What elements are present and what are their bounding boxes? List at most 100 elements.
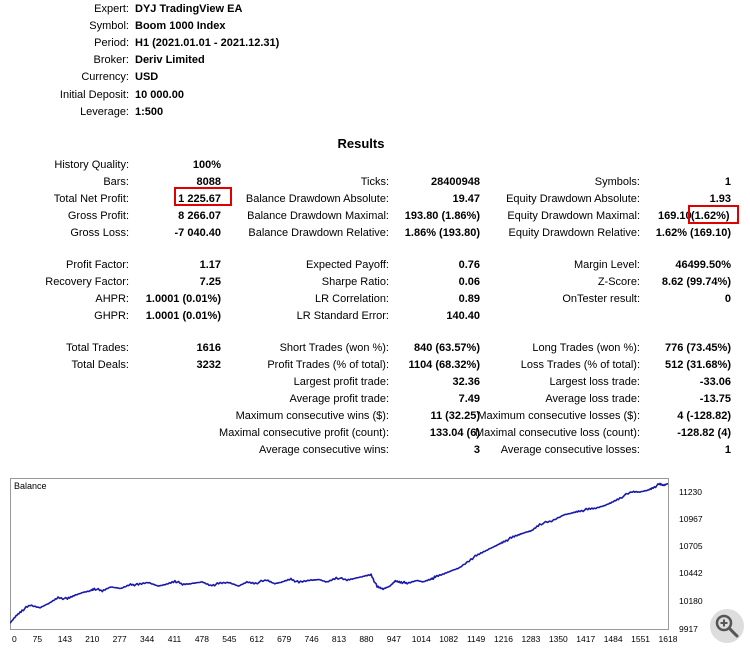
result-label: Profit Factor: <box>66 259 129 271</box>
balance-series-line <box>10 482 669 624</box>
x-tick-label: 1484 <box>604 634 623 644</box>
result-label: Loss Trades (% of total): <box>520 359 640 371</box>
settings-value: USD <box>135 71 159 83</box>
result-label: AHPR: <box>95 293 129 305</box>
result-label: Profit Trades (% of total): <box>267 359 389 371</box>
result-label: Average consecutive wins: <box>258 444 389 456</box>
zoom-in-icon[interactable] <box>710 609 744 643</box>
result-label: Average consecutive losses: <box>500 444 640 456</box>
result-value-percent: (1.62%) <box>691 210 730 222</box>
result-label: Average loss trade: <box>545 393 640 405</box>
settings-label: Leverage: <box>80 106 129 118</box>
result-label: Maximal consecutive loss (count): <box>474 427 640 439</box>
result-value: 8 266.07 <box>178 210 221 222</box>
result-value: 46499.50% <box>675 259 731 271</box>
result-value: 100% <box>192 159 221 171</box>
result-value: 133.04 (6) <box>429 427 480 439</box>
settings-value: DYJ TradingView EA <box>135 3 243 15</box>
result-label: Bars: <box>103 176 129 188</box>
result-value: 0.06 <box>458 276 480 288</box>
result-label: OnTester result: <box>562 293 640 305</box>
result-value: 0 <box>724 293 731 305</box>
result-value: 7.49 <box>458 393 480 405</box>
result-value: 1.17 <box>199 259 221 271</box>
result-value: 1.62% (169.10) <box>655 227 731 239</box>
result-label: Largest loss trade: <box>549 376 641 388</box>
result-value: 3 <box>473 444 480 456</box>
x-tick-label: 1082 <box>439 634 458 644</box>
result-label: Maximal consecutive profit (count): <box>219 427 389 439</box>
settings-label: Broker: <box>93 54 129 66</box>
result-label: Balance Drawdown Relative: <box>248 227 389 239</box>
result-value: 32.36 <box>452 376 480 388</box>
settings-value: Boom 1000 Index <box>135 20 226 32</box>
equity-drawdown-maximal-highlight <box>688 205 739 224</box>
result-value: 169.10 <box>658 210 692 222</box>
settings-value: Deriv Limited <box>135 54 205 66</box>
x-tick-label: 75 <box>33 634 43 644</box>
result-value: 19.47 <box>452 193 480 205</box>
result-value: 0.89 <box>458 293 480 305</box>
x-tick-label: 1149 <box>467 634 486 644</box>
result-label: Equity Drawdown Relative: <box>508 227 640 239</box>
settings-label: Symbol: <box>89 20 129 32</box>
y-tick-label: 11230 <box>679 487 702 497</box>
x-tick-label: 1283 <box>521 634 540 644</box>
result-label: Largest profit trade: <box>293 376 389 388</box>
result-label: Gross Loss: <box>70 227 129 239</box>
chart-title: Balance <box>14 481 47 491</box>
x-tick-label: 1551 <box>631 634 650 644</box>
result-value: 0.76 <box>458 259 480 271</box>
y-tick-label: 9917 <box>679 624 698 634</box>
x-tick-label: 1618 <box>659 634 678 644</box>
result-value: 1 <box>724 444 731 456</box>
balance-chart: Balance 0 75 143 210 277 344 411 478 545 612 679 746… <box>10 478 703 644</box>
result-label: LR Correlation: <box>315 293 389 305</box>
result-value: 1104 (68.32%) <box>408 359 480 371</box>
x-tick-label: 1417 <box>576 634 595 644</box>
x-tick-label: 1350 <box>549 634 568 644</box>
x-tick-label: 0 <box>12 634 17 644</box>
result-label: Total Trades: <box>66 342 129 354</box>
x-tick-label: 478 <box>195 634 209 644</box>
result-label: Balance Drawdown Absolute: <box>245 193 389 205</box>
result-label: Gross Profit: <box>67 210 129 222</box>
result-value: 1.0001 (0.01%) <box>145 293 221 305</box>
result-value: 776 (73.45%) <box>664 342 731 354</box>
settings-value: H1 (2021.01.01 - 2021.12.31) <box>135 37 280 49</box>
plot-frame <box>10 478 669 630</box>
total-net-profit-highlight <box>174 187 232 206</box>
result-label: History Quality: <box>54 159 129 171</box>
result-label: GHPR: <box>94 310 129 322</box>
result-label: Short Trades (won %): <box>279 342 389 354</box>
y-tick-label: 10705 <box>679 541 703 551</box>
settings-label: Expert: <box>94 3 129 15</box>
y-tick-label: 10180 <box>679 596 703 606</box>
x-tick-label: 344 <box>140 634 154 644</box>
x-tick-label: 277 <box>113 634 127 644</box>
result-label: Recovery Factor: <box>45 276 129 288</box>
result-label: Equity Drawdown Absolute: <box>506 193 640 205</box>
results-title: Results <box>337 136 385 151</box>
result-label: Margin Level: <box>573 259 640 271</box>
result-label: Maximum consecutive losses ($): <box>477 410 640 422</box>
x-tick-label: 746 <box>304 634 318 644</box>
result-value: 7.25 <box>199 276 221 288</box>
result-label: Total Deals: <box>71 359 129 371</box>
result-label: Balance Drawdown Maximal: <box>247 210 389 222</box>
result-value: 1.86% (193.80) <box>404 227 480 239</box>
y-tick-label: 10442 <box>679 568 703 578</box>
result-label: Total Net Profit: <box>53 193 129 205</box>
x-tick-label: 1216 <box>494 634 513 644</box>
result-value: 1 225.67 <box>178 193 221 205</box>
result-value: -128.82 (4) <box>677 427 731 439</box>
x-tick-label: 679 <box>277 634 291 644</box>
result-value: 1616 <box>196 342 221 354</box>
result-value: 512 (31.68%) <box>664 359 731 371</box>
x-tick-label: 612 <box>250 634 264 644</box>
result-value: 1.93 <box>709 193 731 205</box>
result-label: LR Standard Error: <box>296 310 389 322</box>
result-label: Symbols: <box>594 176 640 188</box>
result-value: 1 <box>724 176 731 188</box>
result-label: Z-Score: <box>597 276 640 288</box>
